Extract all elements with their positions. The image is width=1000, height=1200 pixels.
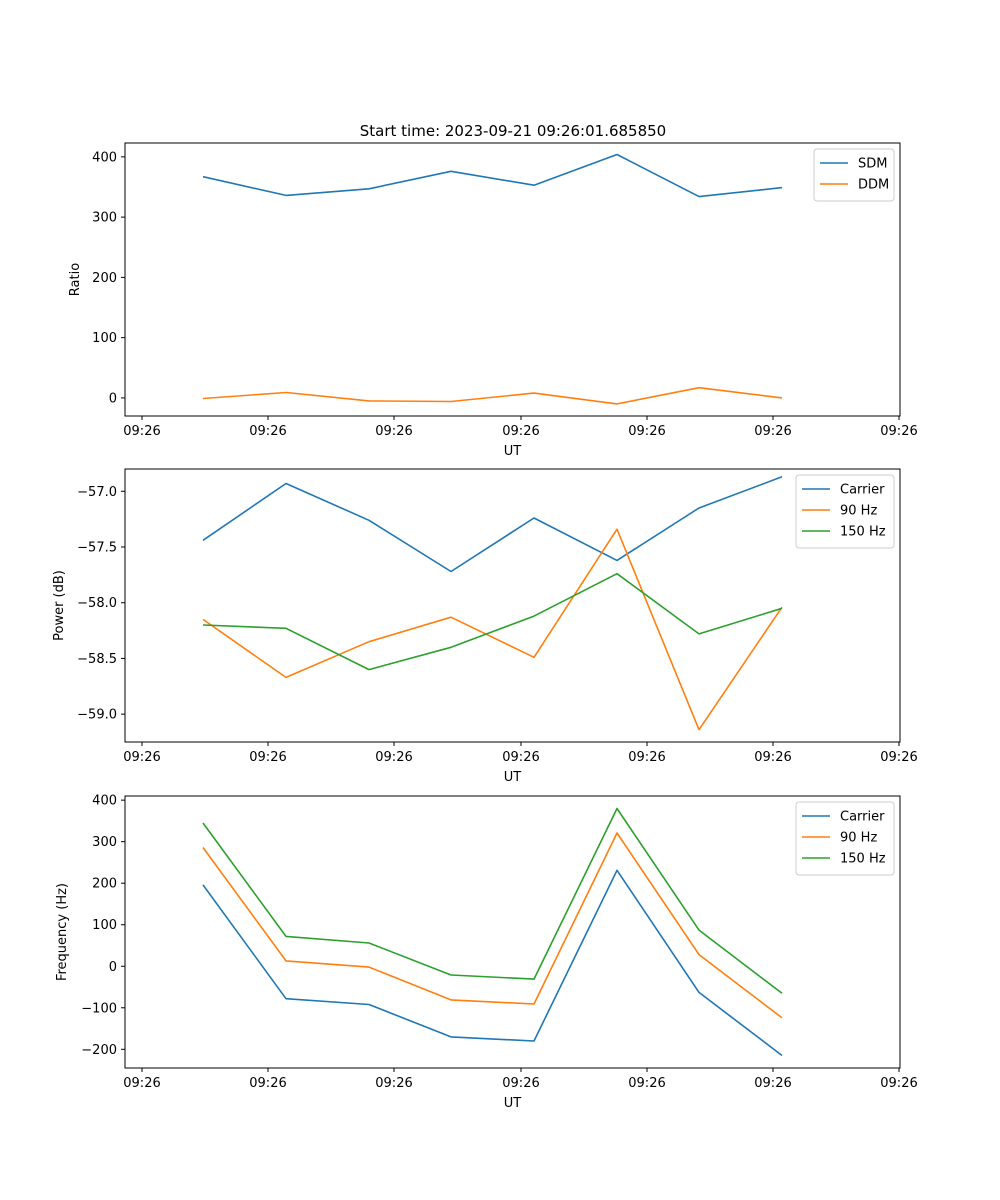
ratio-panel: 09:26 09:26 09:26 09:26 09:26 09:26 09:26 0 100 2… [68, 142, 918, 459]
x-tick-label: 09:26 [249, 424, 286, 439]
x-tick-label: 09:26 [123, 1076, 160, 1091]
legend [813, 148, 895, 202]
y-tick-label: 300 [92, 835, 117, 850]
legend [795, 474, 895, 549]
axes-frame [124, 468, 901, 743]
x-tick-label: 09:26 [880, 424, 917, 439]
x-axis-label: UT [504, 770, 522, 785]
y-tick-label: 0 [109, 391, 117, 406]
legend-label: Carrier [840, 483, 885, 498]
x-tick-label: 09:26 [880, 750, 917, 765]
x-tick-label: 09:26 [502, 1076, 539, 1091]
x-axis-label: UT [504, 1096, 522, 1111]
x-tick-label: 09:26 [502, 424, 539, 439]
legend-label: 90 Hz [840, 504, 877, 519]
x-tick-label: 09:26 [628, 1076, 665, 1091]
y-tick-label: 300 [92, 211, 117, 226]
y-tick-label: 400 [92, 150, 117, 165]
x-tick-label: 09:26 [375, 750, 412, 765]
y-tick-label: −59.0 [77, 708, 117, 723]
legend-label: 150 Hz [840, 525, 886, 540]
y-tick-label: 200 [92, 877, 117, 892]
y-tick-label: −57.0 [77, 485, 117, 500]
legend-label: SDM [858, 157, 887, 172]
y-tick-label: −58.5 [77, 652, 117, 667]
y-tick-label: 200 [92, 271, 117, 286]
x-tick-label: 09:26 [628, 424, 665, 439]
series-line-150-hz [202, 807, 783, 994]
y-tick-label: −57.5 [77, 541, 117, 556]
legend-label: 90 Hz [840, 831, 877, 846]
x-tick-label: 09:26 [754, 1076, 791, 1091]
chart-title: Start time: 2023-09-21 09:26:01.685850 [360, 122, 666, 140]
axes-frame [124, 142, 901, 417]
series-line-sdm [202, 153, 783, 198]
frequency-panel: 09:26 09:26 09:26 09:26 09:26 09:26 09:26 −200 −… [55, 794, 918, 1111]
x-tick-label: 09:26 [249, 750, 286, 765]
y-axis-label: Ratio [68, 263, 83, 296]
y-axis-label: Frequency (Hz) [55, 883, 70, 981]
power-panel: 09:26 09:26 09:26 09:26 09:26 09:26 09:26 −57.0… [52, 468, 918, 785]
x-tick-label: 09:26 [123, 424, 160, 439]
series-line-150-hz [202, 572, 783, 671]
axes-frame [124, 795, 901, 1069]
legend-label: Carrier [840, 810, 885, 825]
series-line-carrier [202, 476, 783, 573]
y-tick-label: −100 [81, 1001, 117, 1016]
x-tick-label: 09:26 [123, 750, 160, 765]
legend-label: 150 Hz [840, 852, 886, 867]
x-tick-label: 09:26 [249, 1076, 286, 1091]
y-tick-label: 100 [92, 331, 117, 346]
y-tick-label: 0 [109, 960, 117, 975]
series-line-90-hz [202, 832, 783, 1019]
x-tick-label: 09:26 [754, 750, 791, 765]
x-tick-label: 09:26 [754, 424, 791, 439]
legend [795, 801, 895, 876]
x-tick-label: 09:26 [880, 1076, 917, 1091]
y-tick-label: 100 [92, 918, 117, 933]
series-line-ddm [202, 386, 783, 405]
x-tick-label: 09:26 [502, 750, 539, 765]
x-axis-label: UT [504, 444, 522, 459]
x-tick-label: 09:26 [628, 750, 665, 765]
y-tick-label: −200 [81, 1043, 117, 1058]
series-line-90-hz [202, 528, 783, 731]
y-tick-label: 400 [92, 794, 117, 809]
x-tick-label: 09:26 [375, 424, 412, 439]
y-axis-label: Power (dB) [52, 570, 67, 641]
series-line-carrier [202, 869, 783, 1057]
x-tick-label: 09:26 [375, 1076, 412, 1091]
legend-label: DDM [858, 178, 889, 193]
y-tick-label: −58.0 [77, 596, 117, 611]
